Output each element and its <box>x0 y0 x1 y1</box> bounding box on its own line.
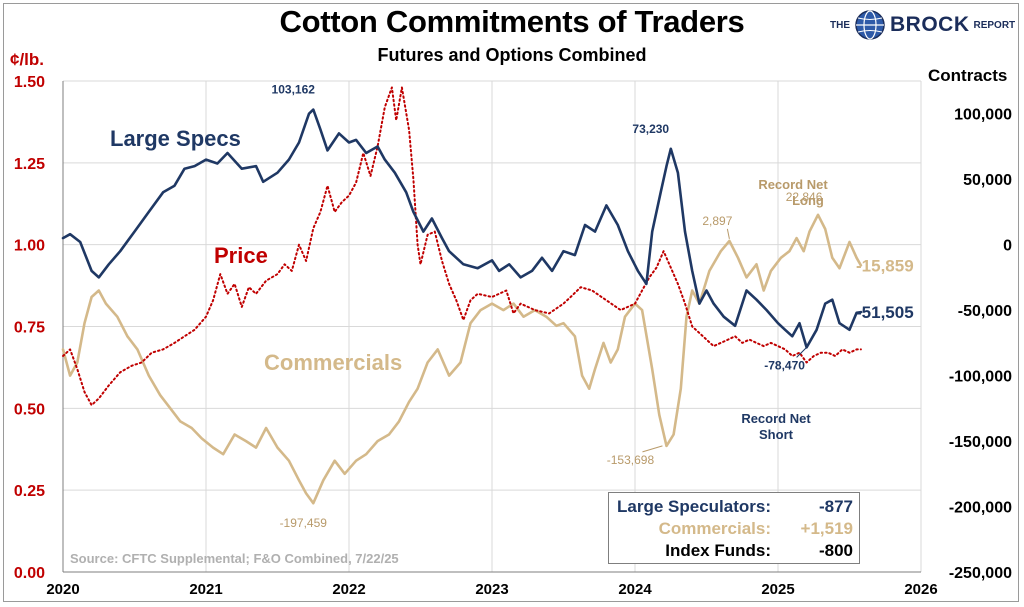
annotation-leader <box>726 228 730 239</box>
x-tick-label: 2025 <box>761 581 794 598</box>
y-right-tick-label: 100,000 <box>954 107 1012 124</box>
y-right-tick-label: -100,000 <box>949 369 1012 386</box>
annotation-record-net-long: Long <box>792 193 824 208</box>
x-tick-label: 2022 <box>332 581 365 598</box>
left-axis-unit: ¢/lb. <box>10 50 45 69</box>
y-right-tick-label: -200,000 <box>949 500 1012 517</box>
stat-row-large-speculators: Large Speculators: -877 <box>609 497 859 519</box>
x-tick-label: 2020 <box>46 581 79 598</box>
x-tick-label: 2021 <box>189 581 222 598</box>
x-tick-label: 2026 <box>904 581 937 598</box>
annotation-label: -153,698 <box>607 453 655 467</box>
x-tick-label: 2024 <box>618 581 652 598</box>
series-line-price <box>62 86 862 407</box>
y-left-tick-label: 1.00 <box>14 238 45 255</box>
y-right-tick-label: -150,000 <box>949 434 1012 451</box>
y-right-tick-label: 50,000 <box>963 172 1012 189</box>
annotation-label: 73,230 <box>632 122 669 136</box>
y-left-tick-label: 1.50 <box>14 74 45 91</box>
chart-frame <box>3 3 1019 602</box>
series-label-price: Price <box>214 243 268 268</box>
y-left-tick-label: 1.25 <box>14 156 45 173</box>
series-label-large-specs: Large Specs <box>110 126 241 151</box>
annotation-label: 2,897 <box>702 214 732 228</box>
annotation-label: 103,162 <box>272 83 316 97</box>
stats-box: Large Speculators: -877 Commercials: +1,… <box>608 492 860 564</box>
series-line-commercials <box>61 213 863 505</box>
y-left-tick-label: 0.00 <box>14 565 45 582</box>
annotation-leader <box>642 445 663 453</box>
stat-row-index-funds: Index Funds: -800 <box>609 541 859 563</box>
y-left-tick-label: 0.50 <box>14 401 45 418</box>
y-right-tick-label: -50,000 <box>958 303 1012 320</box>
globe-icon <box>855 10 885 40</box>
right-axis-unit: Contracts <box>928 66 1008 85</box>
annotation-label: -78,470 <box>764 358 805 372</box>
y-left-tick-label: 0.25 <box>14 483 45 500</box>
stat-value: -800 <box>818 541 853 560</box>
logo-the-text: THE <box>830 19 850 31</box>
chart-title: Cotton Commitments of Traders <box>279 4 745 39</box>
y-left-tick-label: 0.75 <box>14 320 45 337</box>
stat-row-commercials: Commercials: +1,519 <box>609 519 859 541</box>
annotation-leader <box>796 347 807 358</box>
chart-subtitle: Futures and Options Combined <box>377 45 647 65</box>
end-value-label: -15,859 <box>856 256 914 275</box>
brock-report-logo: THE BROCK REPORT <box>830 8 1015 42</box>
annotation-record-net-short: Short <box>759 427 794 442</box>
source-note: Source: CFTC Supplemental; F&O Combined,… <box>70 551 399 566</box>
x-tick-label: 2023 <box>475 581 508 598</box>
y-right-tick-label: -250,000 <box>949 565 1012 582</box>
stat-label: Index Funds: <box>665 541 771 560</box>
annotation-label: -197,459 <box>280 516 328 530</box>
stat-value: -877 <box>818 497 853 516</box>
annotation-label: 22,846 <box>786 190 823 204</box>
stat-label: Large Speculators: <box>617 497 771 516</box>
end-value-label: -51,505 <box>856 303 914 322</box>
series-label-commercials: Commercials <box>264 350 402 375</box>
logo-brock-text: BROCK <box>890 13 970 36</box>
annotation-record-net-short: Record Net <box>741 411 811 426</box>
y-right-tick-label: 0 <box>1003 238 1012 255</box>
annotation-record-net-long: Record Net <box>758 177 828 192</box>
stat-value: +1,519 <box>800 519 853 538</box>
stat-label: Commercials: <box>658 519 771 538</box>
series-line-large-specs <box>61 108 863 349</box>
logo-report-text: REPORT <box>973 19 1016 31</box>
